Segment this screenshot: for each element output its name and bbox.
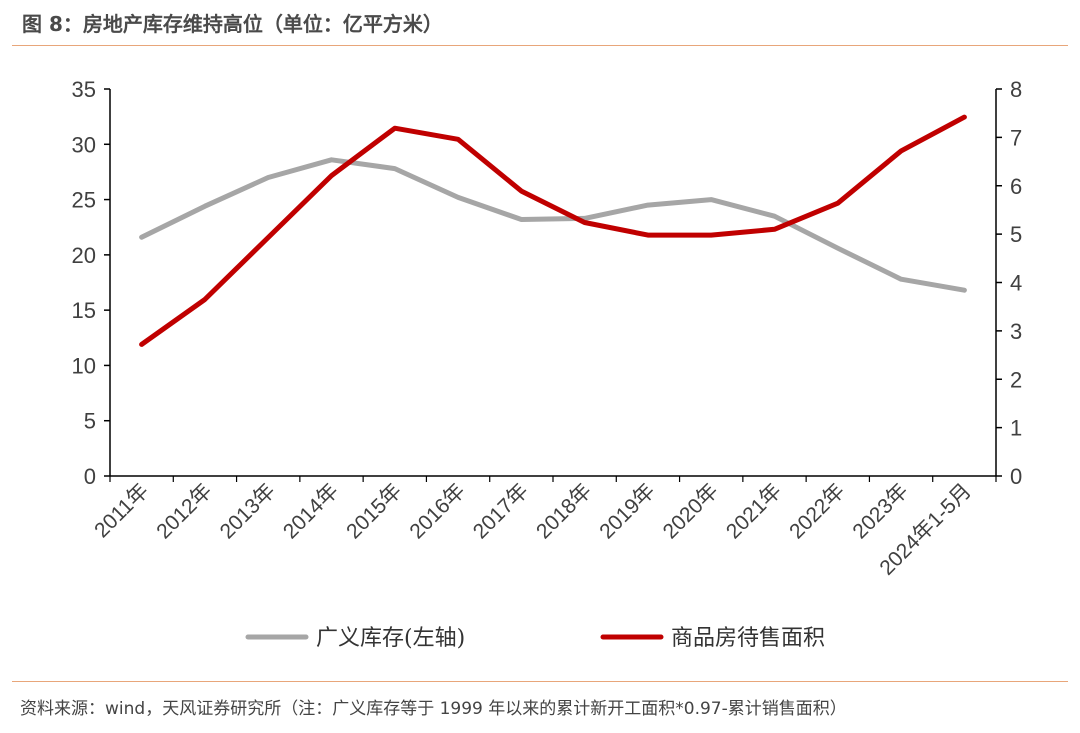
right-tick-label: 7	[1010, 125, 1022, 150]
chart-series	[139, 114, 967, 347]
category-label: 2022年	[785, 479, 849, 543]
chart-legend: 广义库存(左轴) 商品房待售面积	[245, 626, 825, 651]
right-tick-label: 3	[1010, 319, 1022, 344]
header-divider	[12, 45, 1068, 46]
series-line-right	[139, 114, 967, 347]
figure-title: 图 8：房地产库存维持高位（单位：亿平方米）	[22, 12, 443, 36]
right-tick-label: 2	[1010, 367, 1022, 392]
category-label: 2018年	[532, 479, 596, 543]
legend-label: 广义库存(左轴)	[316, 626, 465, 651]
category-label: 2019年	[595, 479, 659, 543]
legend-label: 商品房待售面积	[671, 626, 825, 651]
category-label: 2016年	[405, 479, 469, 543]
series-line-left	[139, 157, 967, 293]
category-label: 2021年	[722, 479, 786, 543]
category-label: 2011年	[90, 479, 153, 542]
right-tick-label: 4	[1010, 271, 1022, 296]
right-tick-label: 6	[1010, 174, 1022, 199]
left-tick-label: 5	[84, 409, 96, 434]
left-tick-label: 25	[72, 188, 96, 213]
left-tick-label: 10	[72, 353, 96, 378]
footer-divider	[12, 681, 1068, 682]
left-tick-label: 35	[72, 77, 96, 102]
left-tick-label: 0	[84, 464, 96, 489]
category-label: 2013年	[216, 479, 280, 543]
right-tick-label: 8	[1010, 77, 1022, 102]
right-tick-label: 1	[1010, 416, 1022, 441]
category-label: 2020年	[659, 479, 723, 543]
category-label: 2017年	[469, 479, 533, 543]
category-label: 2012年	[152, 479, 216, 543]
right-tick-label: 5	[1010, 222, 1022, 247]
chart-axes: 0 5 10 15 20 25 30 35 0 1 2 3 4 5 6 7 8	[72, 77, 1023, 489]
category-label: 2014年	[279, 479, 343, 543]
category-label: 2015年	[342, 479, 406, 543]
source-note: 资料来源：wind，天风证券研究所（注：广义库存等于 1999 年以来的累计新开…	[20, 699, 847, 719]
legend-item-red: 商品房待售面积	[600, 626, 825, 651]
left-tick-label: 30	[72, 132, 96, 157]
right-tick-label: 0	[1010, 464, 1022, 489]
left-tick-label: 20	[72, 243, 96, 268]
left-tick-label: 15	[72, 298, 96, 323]
category-labels: 2011年 2012年 2013年 2014年 2015年 2016年 2017年 2018年…	[90, 479, 976, 579]
category-label: 2023年	[848, 479, 912, 543]
legend-item-gray: 广义库存(左轴)	[245, 626, 465, 651]
